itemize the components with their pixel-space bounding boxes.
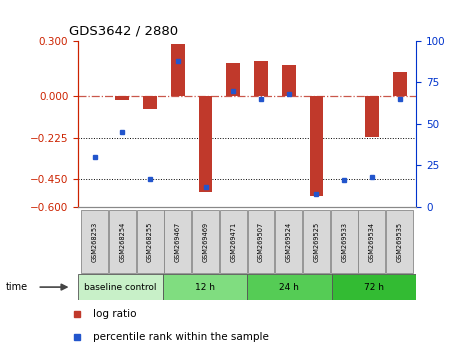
Text: GSM269524: GSM269524 bbox=[286, 222, 292, 262]
Text: GSM268253: GSM268253 bbox=[92, 222, 98, 262]
Text: 12 h: 12 h bbox=[195, 282, 215, 292]
Bar bbox=[275, 210, 302, 273]
Bar bbox=[163, 274, 247, 300]
Text: GSM269471: GSM269471 bbox=[230, 222, 236, 262]
Text: 72 h: 72 h bbox=[364, 282, 384, 292]
Bar bbox=[165, 210, 191, 273]
Bar bbox=[247, 274, 332, 300]
Text: GSM269469: GSM269469 bbox=[202, 222, 209, 262]
Text: GSM269534: GSM269534 bbox=[369, 222, 375, 262]
Bar bbox=[109, 210, 136, 273]
Text: GSM268255: GSM268255 bbox=[147, 221, 153, 262]
Bar bbox=[331, 210, 358, 273]
Bar bbox=[309, 96, 324, 196]
Bar bbox=[386, 210, 413, 273]
Text: GSM269535: GSM269535 bbox=[396, 222, 403, 262]
Text: log ratio: log ratio bbox=[94, 309, 137, 319]
Text: baseline control: baseline control bbox=[84, 282, 157, 292]
Bar bbox=[282, 65, 296, 96]
Bar bbox=[247, 210, 274, 273]
Bar bbox=[199, 96, 212, 192]
Bar bbox=[171, 44, 185, 96]
Bar bbox=[192, 210, 219, 273]
Bar bbox=[359, 210, 385, 273]
Text: GSM268254: GSM268254 bbox=[119, 221, 125, 262]
Bar bbox=[332, 274, 416, 300]
Bar bbox=[393, 72, 406, 96]
Text: 24 h: 24 h bbox=[280, 282, 299, 292]
Bar bbox=[227, 63, 240, 96]
Text: percentile rank within the sample: percentile rank within the sample bbox=[94, 331, 269, 342]
Bar bbox=[78, 274, 163, 300]
Text: GDS3642 / 2880: GDS3642 / 2880 bbox=[69, 24, 178, 37]
Bar bbox=[81, 210, 108, 273]
Text: GSM269525: GSM269525 bbox=[314, 222, 319, 262]
Bar bbox=[143, 96, 157, 109]
Bar bbox=[220, 210, 247, 273]
Text: GSM269533: GSM269533 bbox=[341, 222, 347, 262]
Bar bbox=[115, 96, 129, 100]
Bar bbox=[303, 210, 330, 273]
Text: time: time bbox=[6, 282, 28, 292]
Text: GSM269507: GSM269507 bbox=[258, 222, 264, 262]
Bar bbox=[137, 210, 164, 273]
Text: GSM269467: GSM269467 bbox=[175, 222, 181, 262]
Bar bbox=[254, 61, 268, 96]
Bar bbox=[365, 96, 379, 137]
